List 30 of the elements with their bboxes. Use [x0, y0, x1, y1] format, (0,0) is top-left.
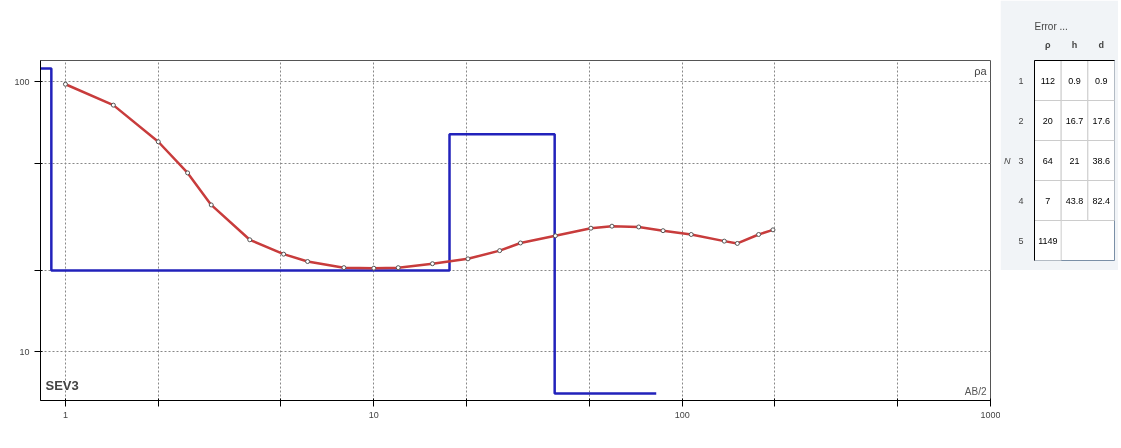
- data-label: 1149: [1038, 235, 1058, 246]
- data-label: 20: [1042, 115, 1053, 126]
- data-label: 38.6: [1092, 155, 1110, 166]
- data-label: 0.9: [1068, 75, 1081, 86]
- data-label: 43.8: [1065, 195, 1084, 206]
- y-tick-label: 2: [1018, 115, 1024, 126]
- y-tick-label: 4: [1018, 195, 1024, 206]
- y-axis-title: ρa: [974, 64, 988, 77]
- x-tick-label: h: [1071, 39, 1078, 50]
- data-label: 0.9: [1094, 75, 1108, 86]
- data-label: 17.6: [1092, 115, 1110, 126]
- data-label: 64: [1042, 155, 1053, 166]
- y-axis-title: N: [1004, 155, 1011, 166]
- y-tick-label: 1: [1018, 75, 1024, 86]
- x-tick-label: 10: [368, 409, 379, 420]
- x-tick-label: 1: [62, 409, 68, 420]
- data-label: 21: [1069, 155, 1080, 166]
- data-label: 7: [1045, 195, 1051, 206]
- x-tick-label: ρ: [1045, 39, 1052, 50]
- x-tick-label: 1000: [980, 409, 1001, 420]
- x-tick-label: 100: [674, 409, 690, 420]
- y-tick-label: 5: [1018, 235, 1024, 246]
- data-label: 16.7: [1065, 115, 1084, 126]
- y-tick-label: 3: [1018, 155, 1024, 166]
- data-label: 82.4: [1092, 195, 1110, 206]
- data-label: 112: [1040, 75, 1056, 86]
- text: SEV3: [45, 377, 79, 393]
- chart-title: Error ...: [1034, 20, 1068, 32]
- x-tick-label: d: [1098, 39, 1104, 50]
- x-axis-title: AB/2: [964, 385, 987, 397]
